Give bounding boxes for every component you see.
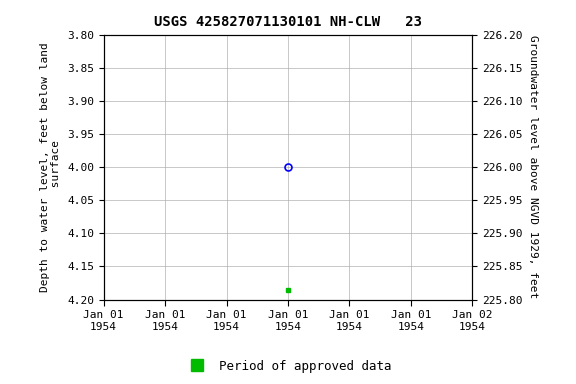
Y-axis label: Groundwater level above NGVD 1929, feet: Groundwater level above NGVD 1929, feet [528, 35, 538, 299]
Y-axis label: Depth to water level, feet below land
 surface: Depth to water level, feet below land su… [40, 42, 62, 292]
Title: USGS 425827071130101 NH-CLW   23: USGS 425827071130101 NH-CLW 23 [154, 15, 422, 29]
Legend: Period of approved data: Period of approved data [179, 355, 397, 378]
